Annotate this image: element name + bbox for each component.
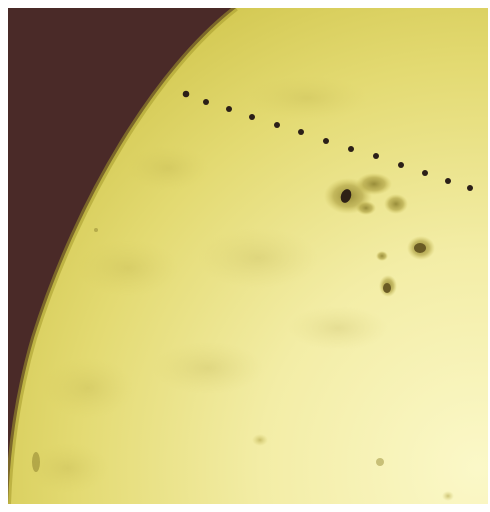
transit-dot: [182, 90, 190, 98]
transit-dot: [274, 122, 280, 128]
transit-dot: [398, 162, 404, 168]
transit-dot: [373, 153, 379, 159]
transit-dot: [226, 106, 232, 112]
sun-limb: [8, 8, 238, 504]
sunspot-group: [324, 173, 435, 297]
transit-dot: [422, 170, 428, 176]
transit-dot: [203, 99, 209, 105]
transit-dot: [323, 138, 329, 144]
transit-dot: [467, 185, 473, 191]
transit-dot: [249, 114, 255, 120]
solar-photo: [8, 8, 488, 504]
granulation: [28, 76, 388, 493]
transit-dots: [182, 90, 473, 191]
transit-dot: [445, 178, 451, 184]
transit-dot: [298, 129, 304, 135]
transit-dot: [348, 146, 354, 152]
faint-spots: [32, 228, 454, 501]
